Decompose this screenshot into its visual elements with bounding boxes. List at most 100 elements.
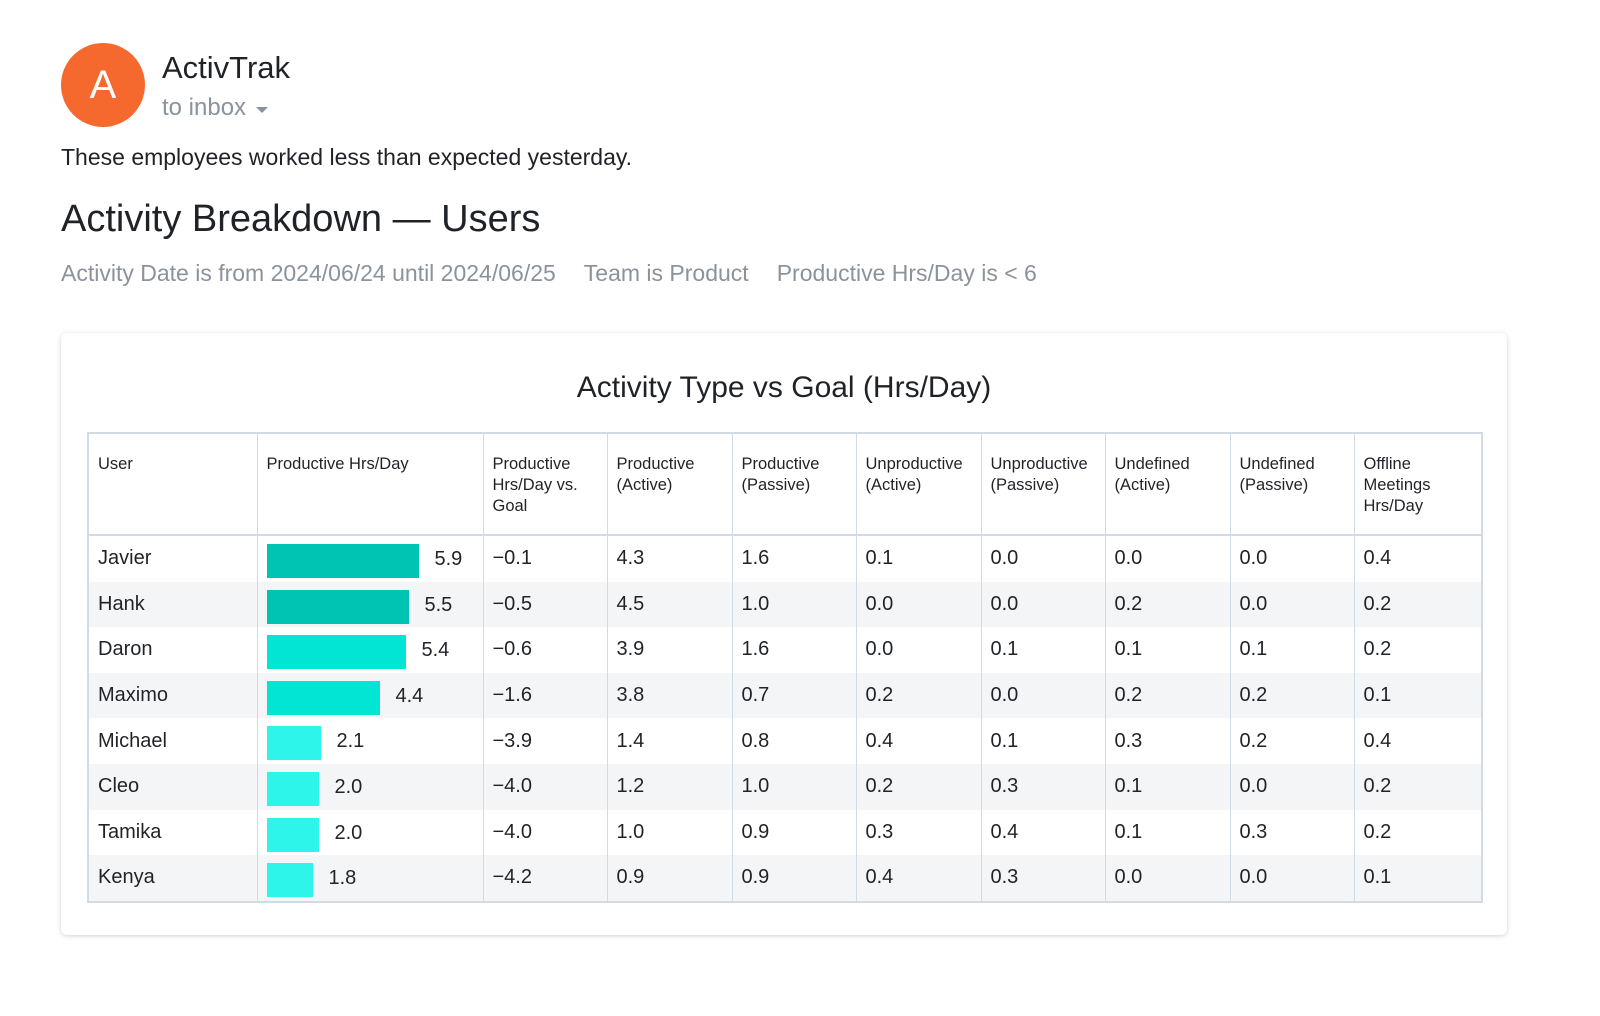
vs-goal-cell: −4.2 — [483, 855, 608, 902]
undef-passive-cell: 0.2 — [1230, 672, 1355, 719]
report-card: Activity Type vs Goal (Hrs/Day) User Pro… — [61, 333, 1507, 935]
header-unprod-active[interactable]: Unproductive (Active) — [856, 433, 982, 536]
offline-cell: 0.2 — [1354, 763, 1483, 810]
prod-passive-cell: 0.9 — [732, 855, 857, 902]
filter-team: Team is Product — [583, 260, 749, 286]
undef-passive-cell: 0.0 — [1230, 581, 1355, 628]
prod-active-cell: 1.2 — [607, 763, 733, 810]
undef-passive-cell: 0.0 — [1230, 763, 1355, 810]
offline-cell: 0.1 — [1354, 672, 1483, 719]
unprod-active-cell: 0.2 — [856, 672, 982, 719]
recipient-dropdown[interactable]: to inbox — [162, 94, 269, 122]
productive-bar — [266, 680, 380, 715]
undef-active-cell: 0.1 — [1105, 627, 1231, 673]
user-cell: Javier — [88, 535, 258, 582]
unprod-active-cell: 0.0 — [856, 627, 982, 673]
table-row[interactable]: Cleo 2.0 −4.0 1.2 1.0 0.2 0.3 0.1 0.0 0.2 — [88, 763, 1483, 810]
header-offline[interactable]: Offline Meetings Hrs/Day — [1354, 433, 1483, 536]
table-row[interactable]: Kenya 1.8 −4.2 0.9 0.9 0.4 0.3 0.0 0.0 0.1 — [88, 855, 1483, 902]
productive-bar-label: 5.9 — [434, 548, 463, 570]
chart-title: Activity Type vs Goal (Hrs/Day) — [576, 371, 992, 404]
productive-bar-label: 4.4 — [395, 684, 424, 707]
productive-bar-cell: 5.4 — [257, 627, 484, 673]
unprod-passive-cell: 0.3 — [981, 855, 1106, 902]
productive-bar-label: 5.5 — [424, 593, 453, 616]
undef-active-cell: 0.0 — [1105, 855, 1231, 902]
prod-passive-cell: 1.6 — [732, 627, 857, 673]
productive-bar — [266, 863, 313, 898]
user-cell: Hank — [88, 581, 258, 628]
offline-cell: 0.2 — [1354, 627, 1483, 673]
filter-date: Activity Date is from 2024/06/24 until 2… — [61, 260, 556, 286]
header-vs-goal[interactable]: Productive Hrs/Day vs. Goal — [483, 433, 608, 536]
header-undef-active[interactable]: Undefined (Active) — [1105, 433, 1231, 536]
unprod-passive-cell: 0.1 — [981, 627, 1106, 673]
table-row[interactable]: Hank 5.5 −0.5 4.5 1.0 0.0 0.0 0.2 0.0 0.2 — [88, 581, 1483, 628]
header-undef-passive[interactable]: Undefined (Passive) — [1230, 433, 1355, 536]
user-cell: Tamika — [88, 809, 258, 856]
productive-bar-label: 5.4 — [421, 639, 450, 662]
sender-name: ActivTrak — [162, 50, 291, 85]
email-intro: These employees worked less than expecte… — [61, 144, 633, 170]
offline-cell: 0.4 — [1354, 535, 1483, 582]
table-row[interactable]: Michael 2.1 −3.9 1.4 0.8 0.4 0.1 0.3 0.2 0.4 — [88, 718, 1483, 764]
table-header-row: User Productive Hrs/Day Productive Hrs/D… — [88, 433, 1483, 536]
header-prod-passive[interactable]: Productive (Passive) — [732, 433, 857, 536]
unprod-passive-cell: 0.4 — [981, 809, 1106, 856]
user-cell: Kenya — [88, 855, 258, 902]
user-cell: Michael — [88, 718, 258, 764]
productive-bar-cell: 1.8 — [257, 855, 484, 902]
productive-bar — [266, 544, 419, 578]
prod-passive-cell: 0.8 — [732, 718, 857, 764]
prod-active-cell: 4.3 — [607, 535, 733, 582]
vs-goal-cell: −0.6 — [483, 627, 608, 673]
unprod-active-cell: 0.3 — [856, 809, 982, 856]
header-productive[interactable]: Productive Hrs/Day — [257, 433, 484, 536]
user-cell: Daron — [88, 627, 258, 673]
unprod-active-cell: 0.4 — [856, 718, 982, 764]
productive-bar-label: 2.0 — [334, 821, 363, 844]
productive-bar — [266, 771, 319, 806]
productive-bar — [266, 817, 319, 852]
header-user[interactable]: User — [88, 433, 258, 536]
header-unprod-passive[interactable]: Unproductive (Passive) — [981, 433, 1106, 536]
prod-passive-cell: 1.0 — [732, 581, 857, 628]
prod-passive-cell: 0.7 — [732, 672, 857, 719]
vs-goal-cell: −4.0 — [483, 809, 608, 856]
report-title: Activity Breakdown — Users — [61, 198, 541, 240]
prod-passive-cell: 1.6 — [732, 535, 857, 582]
undef-passive-cell: 0.1 — [1230, 627, 1355, 673]
prod-active-cell: 3.9 — [607, 627, 733, 673]
unprod-active-cell: 0.1 — [856, 535, 982, 582]
undef-passive-cell: 0.0 — [1230, 535, 1355, 582]
offline-cell: 0.1 — [1354, 855, 1483, 902]
activity-table: User Productive Hrs/Day Productive Hrs/D… — [87, 432, 1483, 903]
undef-active-cell: 0.2 — [1105, 672, 1231, 719]
undef-active-cell: 0.1 — [1105, 763, 1231, 810]
report-filters: Activity Date is from 2024/06/24 until 2… — [61, 260, 1037, 287]
user-cell: Maximo — [88, 672, 258, 719]
table-row[interactable]: Tamika 2.0 −4.0 1.0 0.9 0.3 0.4 0.1 0.3 0.2 — [88, 809, 1483, 856]
vs-goal-cell: −4.0 — [483, 763, 608, 810]
user-cell: Cleo — [88, 763, 258, 810]
productive-bar-cell: 5.9 — [257, 535, 484, 582]
table-row[interactable]: Javier 5.9 −0.1 4.3 1.6 0.1 0.0 0.0 0.0 0.4 — [88, 535, 1483, 582]
productive-bar-label: 2.0 — [334, 775, 363, 798]
table-row[interactable]: Maximo 4.4 −1.6 3.8 0.7 0.2 0.0 0.2 0.2 0.1 — [88, 672, 1483, 719]
table-row[interactable]: Daron 5.4 −0.6 3.9 1.6 0.0 0.1 0.1 0.1 0.2 — [88, 627, 1483, 673]
prod-passive-cell: 1.0 — [732, 763, 857, 810]
productive-bar-cell: 4.4 — [257, 672, 484, 719]
unprod-passive-cell: 0.3 — [981, 763, 1106, 810]
undef-active-cell: 0.0 — [1105, 535, 1231, 582]
unprod-passive-cell: 0.0 — [981, 581, 1106, 628]
productive-bar-label: 1.8 — [328, 867, 357, 890]
prod-active-cell: 0.9 — [607, 855, 733, 902]
header-prod-active[interactable]: Productive (Active) — [607, 433, 733, 536]
productive-bar-cell: 5.5 — [257, 581, 484, 628]
offline-cell: 0.4 — [1354, 718, 1483, 764]
prod-active-cell: 1.0 — [607, 809, 733, 856]
recipient-label: to inbox — [162, 94, 247, 121]
filter-productive: Productive Hrs/Day is < 6 — [776, 260, 1037, 286]
unprod-passive-cell: 0.0 — [981, 672, 1106, 719]
productive-bar — [266, 589, 409, 624]
